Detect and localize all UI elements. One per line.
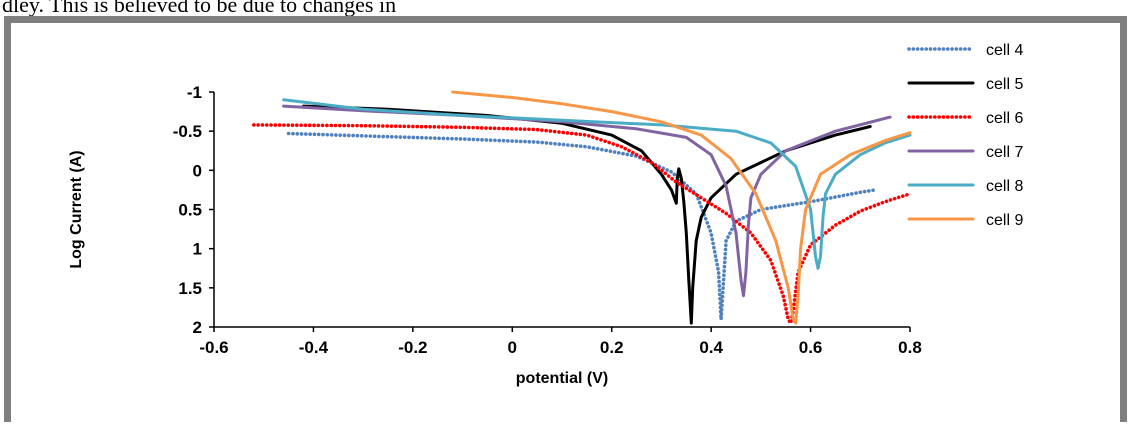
y-tick-label: -1	[187, 83, 202, 102]
x-tick-label: -0.2	[398, 338, 427, 357]
chart-svg: -0.6 -0.4 -0.2 0 0.2 0.4 0.6 0.8 -1 -0.5 0 0.5 1 1.5 2…	[68, 42, 1023, 387]
plot-area	[252, 90, 912, 325]
x-tick-label: 0.6	[799, 338, 823, 357]
y-tick-label: 1.5	[178, 279, 202, 298]
legend-label-cell-8: cell 8	[986, 178, 1023, 195]
x-tick-label: 0.8	[898, 338, 922, 357]
legend-label-cell-7: cell 7	[986, 144, 1023, 161]
legend-label-cell-5: cell 5	[986, 76, 1023, 93]
y-tick-label: 2	[193, 318, 202, 337]
series-line-cell-9	[451, 90, 912, 325]
series-line-cell-4	[286, 131, 878, 322]
y-axis-title: Log Current (A)	[68, 150, 85, 268]
top-paragraph-text: dley. This is believed to be due to chan…	[2, 0, 397, 17]
legend-label-cell-4: cell 4	[986, 42, 1023, 59]
y-tick-label: 1	[193, 240, 202, 259]
legend: cell 4 cell 5 cell 6 cell 7 cell 8 cell 9	[907, 42, 1023, 229]
y-tick-label: -0.5	[173, 122, 202, 141]
axes: -0.6 -0.4 -0.2 0 0.2 0.4 0.6 0.8 -1 -0.5 0 0.5 1 1.5 2	[173, 83, 922, 357]
x-tick-label: 0.2	[600, 338, 624, 357]
series-line-cell-8	[282, 98, 912, 270]
legend-label-cell-9: cell 9	[986, 212, 1023, 229]
x-tick-label: 0.4	[699, 338, 723, 357]
x-tick-label: 0	[508, 338, 517, 357]
chart-frame: -0.6 -0.4 -0.2 0 0.2 0.4 0.6 0.8 -1 -0.5 0 0.5 1 1.5 2…	[4, 16, 1127, 422]
y-tick-label: 0.5	[178, 201, 202, 220]
x-tick-label: -0.6	[199, 338, 228, 357]
x-axis-title: potential (V)	[516, 370, 608, 387]
y-tick-label: 0	[193, 161, 202, 180]
legend-label-cell-6: cell 6	[986, 110, 1023, 127]
x-tick-label: -0.4	[299, 338, 329, 357]
series-line-cell-5	[302, 104, 872, 325]
